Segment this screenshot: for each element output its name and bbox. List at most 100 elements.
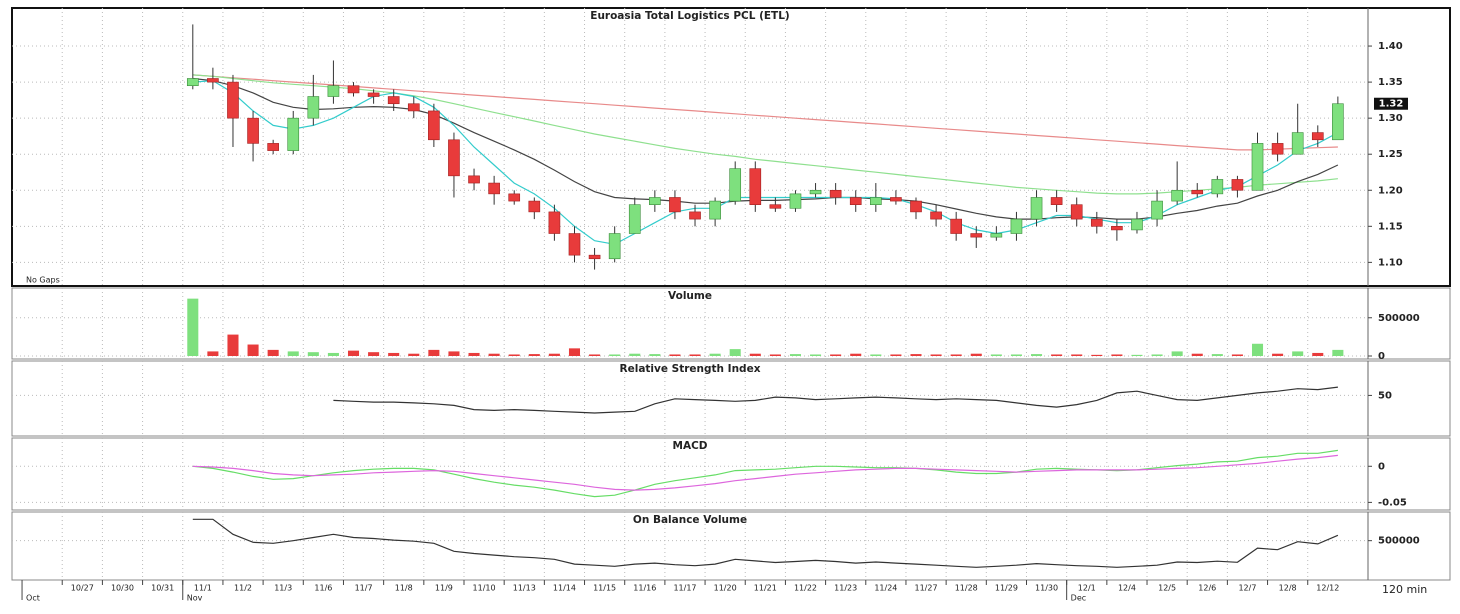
- x-tick-label: 11/14: [553, 584, 576, 593]
- candle-body: [1271, 143, 1284, 155]
- x-tick-label: 11/9: [435, 584, 453, 593]
- volume-bar: [990, 354, 1002, 356]
- volume-bar: [1191, 353, 1203, 356]
- candle-body: [869, 197, 882, 205]
- candle-body: [769, 204, 782, 209]
- y-tick-label: 500000: [1378, 313, 1420, 324]
- volume-bar: [1211, 354, 1223, 356]
- volume-bar: [448, 351, 460, 356]
- candle-body: [508, 193, 521, 202]
- candle-body: [1211, 179, 1224, 195]
- x-tick-label: 11/20: [714, 584, 737, 593]
- x-tick-label: 12/4: [1118, 584, 1136, 593]
- panel-title: Relative Strength Index: [620, 363, 761, 375]
- candle-body: [709, 200, 721, 220]
- volume-bar: [1332, 349, 1344, 356]
- x-tick-label: 11/15: [593, 584, 616, 593]
- volume-bar: [1251, 343, 1264, 356]
- volume-bar: [1292, 351, 1304, 356]
- candle-body: [327, 85, 340, 97]
- x-tick-label: 11/16: [633, 584, 656, 593]
- volume-bar: [769, 354, 781, 356]
- volume-bar: [568, 348, 581, 356]
- candle-body: [649, 197, 661, 205]
- candle-body: [829, 189, 842, 198]
- moving-average: [192, 74, 1338, 151]
- volume-bar: [408, 353, 420, 356]
- x-tick-label: 10/30: [111, 584, 134, 593]
- volume-bar: [287, 351, 299, 356]
- candle-body: [789, 193, 802, 209]
- candle-body: [1010, 218, 1023, 234]
- candle-body: [689, 211, 701, 220]
- candle-body: [488, 182, 500, 195]
- volume-bar: [950, 354, 962, 356]
- candle-body: [307, 96, 320, 119]
- volume-bar: [267, 349, 279, 356]
- indicator-line: [192, 449, 1338, 498]
- volume-bar: [1312, 352, 1324, 356]
- candle-body: [608, 233, 621, 260]
- candle-body: [207, 78, 219, 83]
- volume-bar: [247, 344, 259, 356]
- candle-body: [1131, 218, 1143, 231]
- month-label: Oct: [26, 594, 40, 603]
- x-tick-label: 11/1: [194, 584, 212, 593]
- candle-body: [1311, 132, 1324, 141]
- candle-body: [548, 211, 561, 234]
- volume-bar: [1010, 354, 1022, 356]
- volume-bar: [850, 353, 862, 356]
- month-label: Dec: [1071, 594, 1086, 603]
- candle-body: [669, 197, 681, 213]
- candle-body: [809, 189, 822, 195]
- volume-bar: [388, 352, 400, 356]
- panel-title: On Balance Volume: [633, 514, 747, 526]
- x-tick-label: 11/13: [513, 584, 536, 593]
- indicator-line: [333, 386, 1338, 414]
- candle-body: [1151, 200, 1163, 220]
- volume-bar: [589, 354, 601, 356]
- candle-body: [267, 143, 279, 151]
- last-price-label: 1.32: [1379, 99, 1404, 110]
- candle-body: [407, 103, 420, 112]
- candle-body: [186, 78, 199, 87]
- volume-bar: [709, 353, 721, 356]
- candle-body: [1070, 204, 1083, 220]
- x-tick-label: 11/29: [995, 584, 1018, 593]
- y-tick-label: 1.25: [1378, 149, 1403, 160]
- volume-bar: [789, 354, 801, 356]
- volume-bar: [327, 352, 339, 356]
- volume-bar: [1171, 351, 1183, 356]
- volume-bar: [729, 349, 741, 356]
- candle-body: [1030, 197, 1043, 220]
- volume-bar: [749, 353, 761, 356]
- candle-body: [849, 197, 862, 205]
- volume-bar: [508, 354, 520, 356]
- volume-bar: [970, 353, 982, 356]
- volume-bar: [810, 354, 822, 356]
- volume-bar: [609, 354, 621, 356]
- candle-body: [1191, 189, 1204, 195]
- candle-body: [468, 175, 480, 184]
- x-tick-label: 12/12: [1316, 584, 1339, 593]
- x-tick-label: 11/28: [955, 584, 978, 593]
- volume-bar: [1231, 354, 1243, 356]
- x-tick-label: 11/23: [834, 584, 857, 593]
- x-tick-label: 12/5: [1158, 584, 1176, 593]
- volume-bar: [930, 354, 942, 356]
- candle-body: [729, 168, 742, 202]
- volume-bar: [1031, 354, 1043, 356]
- panel-frame: [11, 511, 1451, 581]
- x-tick-label: 11/22: [794, 584, 817, 593]
- volume-bar: [1091, 354, 1103, 356]
- candle-body: [910, 200, 922, 213]
- candle-body: [950, 218, 963, 234]
- y-tick-label: 0: [1378, 461, 1385, 472]
- x-tick-label: 11/6: [314, 584, 332, 593]
- candle-body: [347, 85, 360, 94]
- y-tick-label: 50: [1378, 390, 1392, 401]
- panel-frame: [11, 7, 1451, 287]
- x-tick-label: 10/31: [151, 584, 174, 593]
- y-tick-label: 0: [1378, 351, 1385, 362]
- candle-body: [1111, 226, 1123, 231]
